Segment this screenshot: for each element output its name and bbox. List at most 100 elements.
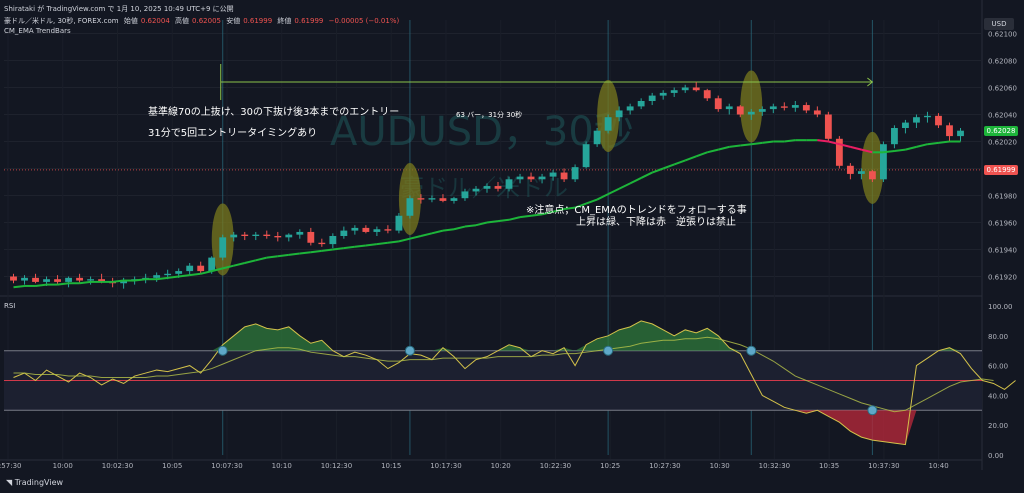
ema-segment bbox=[442, 228, 455, 232]
candle-body bbox=[791, 105, 799, 108]
candle-body bbox=[164, 273, 172, 276]
ema-segment bbox=[541, 210, 554, 216]
ema-segment bbox=[167, 275, 179, 279]
range-measure[interactable] bbox=[220, 64, 874, 100]
rsi-line bbox=[13, 320, 1016, 446]
rsi-ma-line bbox=[13, 336, 994, 413]
candle-body bbox=[417, 198, 425, 200]
current-price-tag: 0.61999 bbox=[984, 164, 1018, 175]
ema-segment bbox=[189, 272, 201, 277]
time-tick-label: 10:40 bbox=[929, 462, 949, 470]
candle-body bbox=[384, 229, 392, 231]
price-tick-label: 0.61960 bbox=[988, 220, 1017, 228]
annotation-note2[interactable]: 31分で5回エントリータイミングあり bbox=[148, 128, 318, 139]
ema-segment bbox=[57, 282, 69, 286]
ema-segment bbox=[475, 221, 488, 227]
rsi-label[interactable]: RSI bbox=[4, 302, 16, 310]
time-tick-label: 10:12:30 bbox=[321, 462, 352, 470]
candle-body bbox=[395, 215, 403, 231]
time-tick-label: 10:32:30 bbox=[759, 462, 790, 470]
candle-body bbox=[714, 98, 722, 110]
close-label: 終値 bbox=[277, 17, 292, 25]
ema-segment bbox=[453, 225, 466, 231]
rsi-legend[interactable]: RSI bbox=[4, 302, 18, 310]
caution-line1[interactable]: ※注意点；CM_EMAのトレンドをフォローする事 bbox=[526, 205, 747, 216]
rsi-pane bbox=[4, 320, 1016, 446]
high-value: 0.62005 bbox=[192, 17, 221, 25]
tv-logo-icon: ◥ bbox=[6, 478, 13, 487]
candle-body bbox=[626, 106, 634, 111]
candle-body bbox=[935, 115, 942, 126]
candle-body bbox=[406, 198, 414, 216]
price-tick-label: 0.61920 bbox=[988, 274, 1017, 282]
currency-button[interactable]: USD bbox=[984, 18, 1014, 30]
candle-body bbox=[54, 279, 61, 282]
candle-body bbox=[670, 90, 678, 93]
candle-body bbox=[43, 279, 50, 282]
ema-segment bbox=[35, 283, 47, 287]
candle-body bbox=[263, 234, 271, 236]
time-tick-label: 10:37:30 bbox=[868, 462, 899, 470]
rsi-tick-label: 40.00 bbox=[988, 392, 1008, 400]
candle-body bbox=[10, 276, 17, 281]
candle-body bbox=[450, 198, 458, 201]
ema-segment bbox=[255, 256, 268, 262]
ema-segment bbox=[585, 198, 598, 205]
ema-price-tag: 0.62028 bbox=[984, 125, 1018, 136]
candle-body bbox=[560, 172, 568, 180]
ema-segment bbox=[684, 155, 697, 162]
ema-segment bbox=[365, 243, 378, 247]
candle-body bbox=[604, 117, 612, 131]
annotation-note1[interactable]: 基準線70の上抜け、30の下抜け後3本までのエントリー bbox=[148, 107, 400, 118]
ema-segment bbox=[299, 251, 311, 255]
candle-body bbox=[175, 271, 183, 274]
ema-segment bbox=[916, 143, 928, 148]
change-value: −0.00005 (−0.01%) bbox=[328, 17, 400, 25]
rsi-tick-label: 0.00 bbox=[988, 452, 1004, 460]
candles bbox=[10, 82, 964, 289]
candle-body bbox=[648, 95, 656, 101]
candle-body bbox=[362, 227, 370, 232]
candle-body bbox=[538, 176, 546, 180]
candle-body bbox=[747, 111, 755, 115]
price-tick-label: 0.61980 bbox=[988, 193, 1017, 201]
ema-segment bbox=[519, 214, 532, 219]
candle-body bbox=[98, 279, 106, 282]
candle-body bbox=[615, 110, 623, 118]
rsi-tick-label: 60.00 bbox=[988, 363, 1008, 371]
candle-body bbox=[527, 176, 535, 180]
rsi-tick-label: 80.00 bbox=[988, 333, 1008, 341]
ema-segment bbox=[883, 149, 895, 154]
tradingview-logo[interactable]: ◥ TradingView bbox=[6, 478, 64, 487]
time-tick-label: 10:27:30 bbox=[649, 462, 680, 470]
publish-line: Shirataki が TradingView.com で 1月 10, 202… bbox=[4, 5, 234, 13]
ema-segment bbox=[288, 252, 300, 256]
candle-body bbox=[76, 277, 83, 281]
caution-line2[interactable]: 上昇は緑、下降は赤 逆張りは禁止 bbox=[576, 217, 736, 228]
candle-body bbox=[780, 106, 788, 108]
time-tick-label: 10:35 bbox=[819, 462, 839, 470]
candle-body bbox=[516, 176, 524, 180]
indicator-legend[interactable]: CM_EMA TrendBars bbox=[4, 27, 74, 35]
candle-body bbox=[802, 105, 810, 111]
symbol-label[interactable]: 豪ドル／米ドル, 30秒, FOREX.com bbox=[4, 17, 119, 25]
candle-body bbox=[252, 234, 260, 236]
ema-segment bbox=[839, 143, 851, 148]
candle-body bbox=[340, 230, 348, 236]
candle-body bbox=[902, 122, 909, 128]
ema-segment bbox=[938, 140, 950, 144]
ema-segment bbox=[343, 245, 355, 250]
ema-segment bbox=[629, 177, 642, 185]
candle-body bbox=[681, 87, 689, 91]
candle-body bbox=[505, 179, 513, 189]
ema-segment bbox=[222, 264, 234, 270]
indicator-label[interactable]: CM_EMA TrendBars bbox=[4, 27, 71, 35]
ema-segment bbox=[894, 148, 906, 152]
ema-segment bbox=[211, 267, 223, 273]
time-tick-label: 10:07:30 bbox=[211, 462, 242, 470]
candle-body bbox=[924, 115, 931, 118]
ema-segment bbox=[178, 274, 190, 278]
time-tick-label: 10:17:30 bbox=[430, 462, 461, 470]
price-tick-label: 0.62060 bbox=[988, 85, 1017, 93]
ema-segment bbox=[233, 262, 245, 267]
